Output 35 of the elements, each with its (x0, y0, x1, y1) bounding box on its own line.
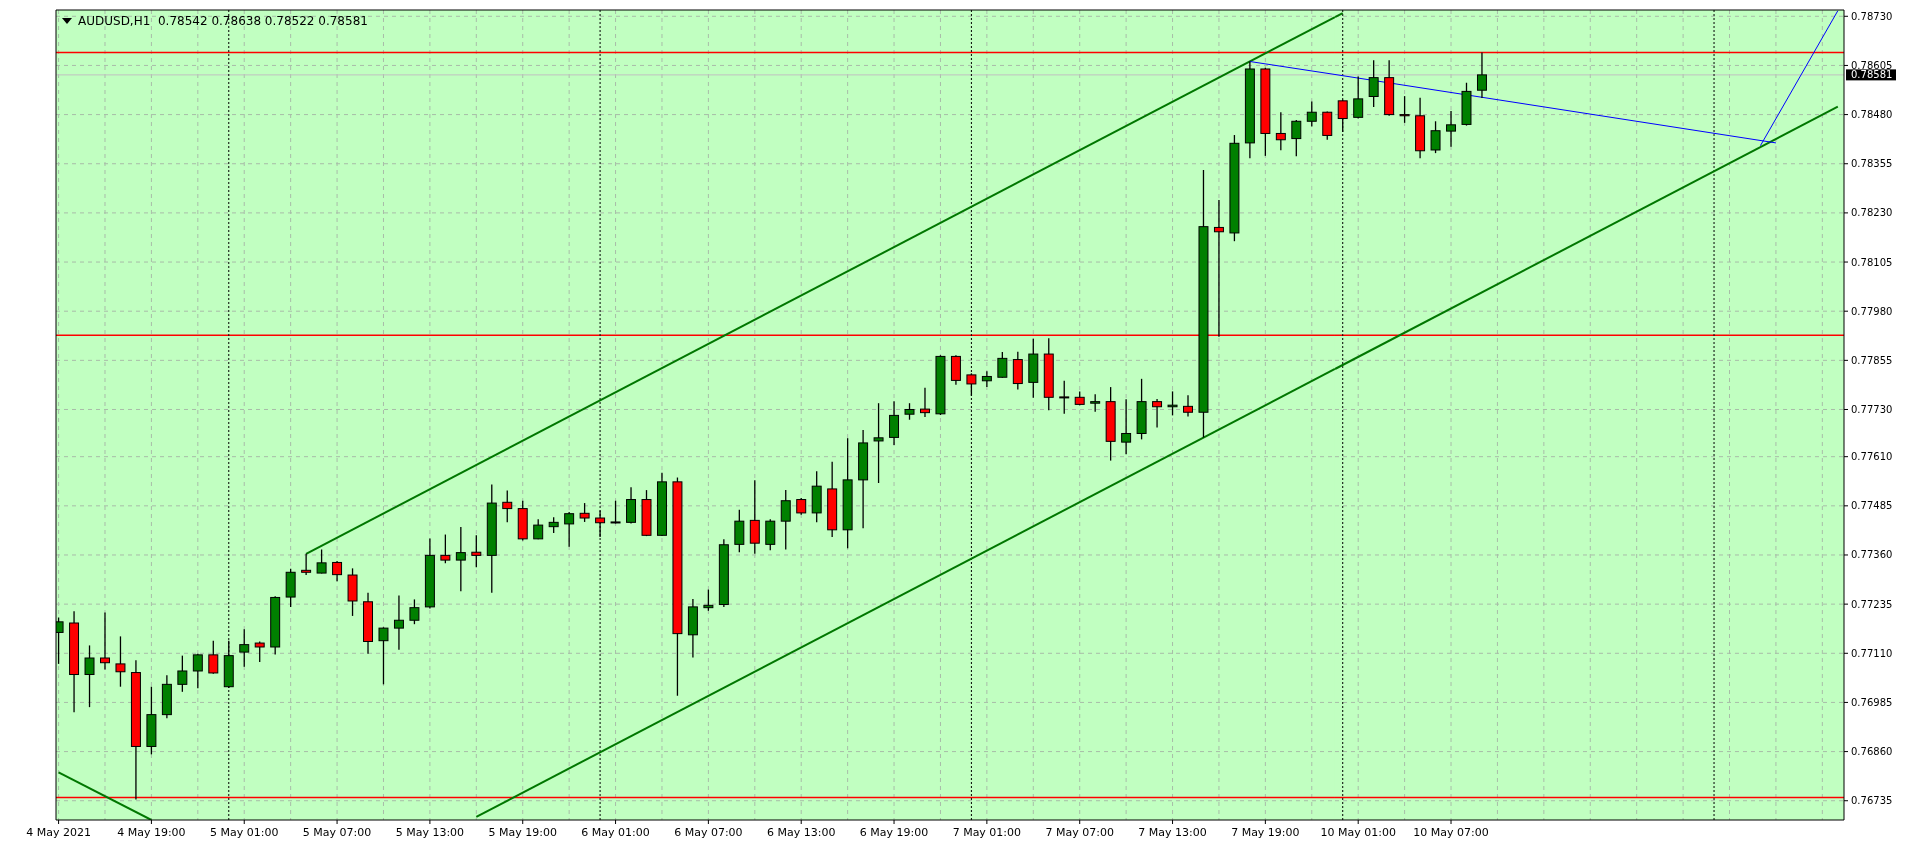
x-tick-label: 10 May 07:00 (1413, 826, 1489, 839)
x-tick-label: 4 May 19:00 (117, 826, 186, 839)
y-tick-label: 0.77610 (1851, 451, 1893, 463)
y-tick-label: 0.77110 (1851, 647, 1893, 659)
chart-title: AUDUSD,H1 0.78542 0.78638 0.78522 0.78581 (78, 14, 368, 28)
x-tick-label: 5 May 07:00 (302, 826, 372, 839)
x-tick-label: 6 May 07:00 (674, 826, 743, 839)
y-tick-label: 0.78355 (1851, 158, 1893, 170)
y-tick-label: 0.76860 (1851, 746, 1893, 758)
ref-line-label: 0.78581 (1851, 69, 1893, 81)
x-tick-label: 4 May 2021 (26, 826, 91, 839)
y-tick-label: 0.76735 (1851, 795, 1893, 807)
y-tick-label: 0.77730 (1851, 404, 1893, 415)
y-tick-label: 0.77980 (1851, 305, 1893, 317)
y-tick-label: 0.77485 (1851, 500, 1893, 512)
x-tick-label: 5 May 01:00 (210, 826, 279, 839)
x-tick-label: 7 May 07:00 (1045, 826, 1114, 839)
x-tick-label: 5 May 13:00 (395, 826, 465, 839)
y-tick-label: 0.76985 (1851, 696, 1893, 708)
y-tick-label: 0.77235 (1851, 598, 1893, 610)
y-tick-label: 0.77360 (1851, 549, 1893, 561)
x-tick-label: 6 May 19:00 (859, 826, 929, 839)
y-tick-label: 0.78730 (1851, 10, 1893, 22)
x-tick-label: 6 May 01:00 (581, 826, 650, 839)
x-tick-label: 7 May 01:00 (952, 826, 1022, 839)
y-tick-label: 0.77855 (1851, 354, 1893, 366)
x-tick-label: 5 May 19:00 (488, 826, 557, 839)
x-tick-label: 7 May 19:00 (1231, 826, 1300, 839)
y-tick-label: 0.78480 (1851, 109, 1893, 121)
x-tick-label: 6 May 13:00 (767, 826, 836, 839)
y-tick-label: 0.78230 (1851, 207, 1893, 219)
y-tick-label: 0.78605 (1851, 59, 1893, 71)
x-tick-label: 7 May 13:00 (1138, 826, 1207, 839)
x-tick-label: 10 May 01:00 (1320, 826, 1396, 839)
y-tick-label: 0.78105 (1851, 256, 1893, 268)
